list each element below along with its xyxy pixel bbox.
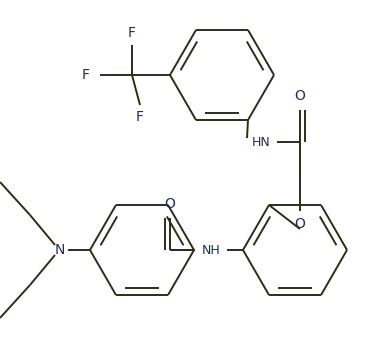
Text: O: O <box>295 217 306 231</box>
Text: F: F <box>82 68 90 82</box>
Text: NH: NH <box>202 244 220 257</box>
Text: F: F <box>136 110 144 124</box>
Text: F: F <box>128 26 136 40</box>
Text: N: N <box>55 243 65 257</box>
Text: O: O <box>295 89 306 103</box>
Text: HN: HN <box>252 135 270 148</box>
Text: O: O <box>165 197 175 211</box>
